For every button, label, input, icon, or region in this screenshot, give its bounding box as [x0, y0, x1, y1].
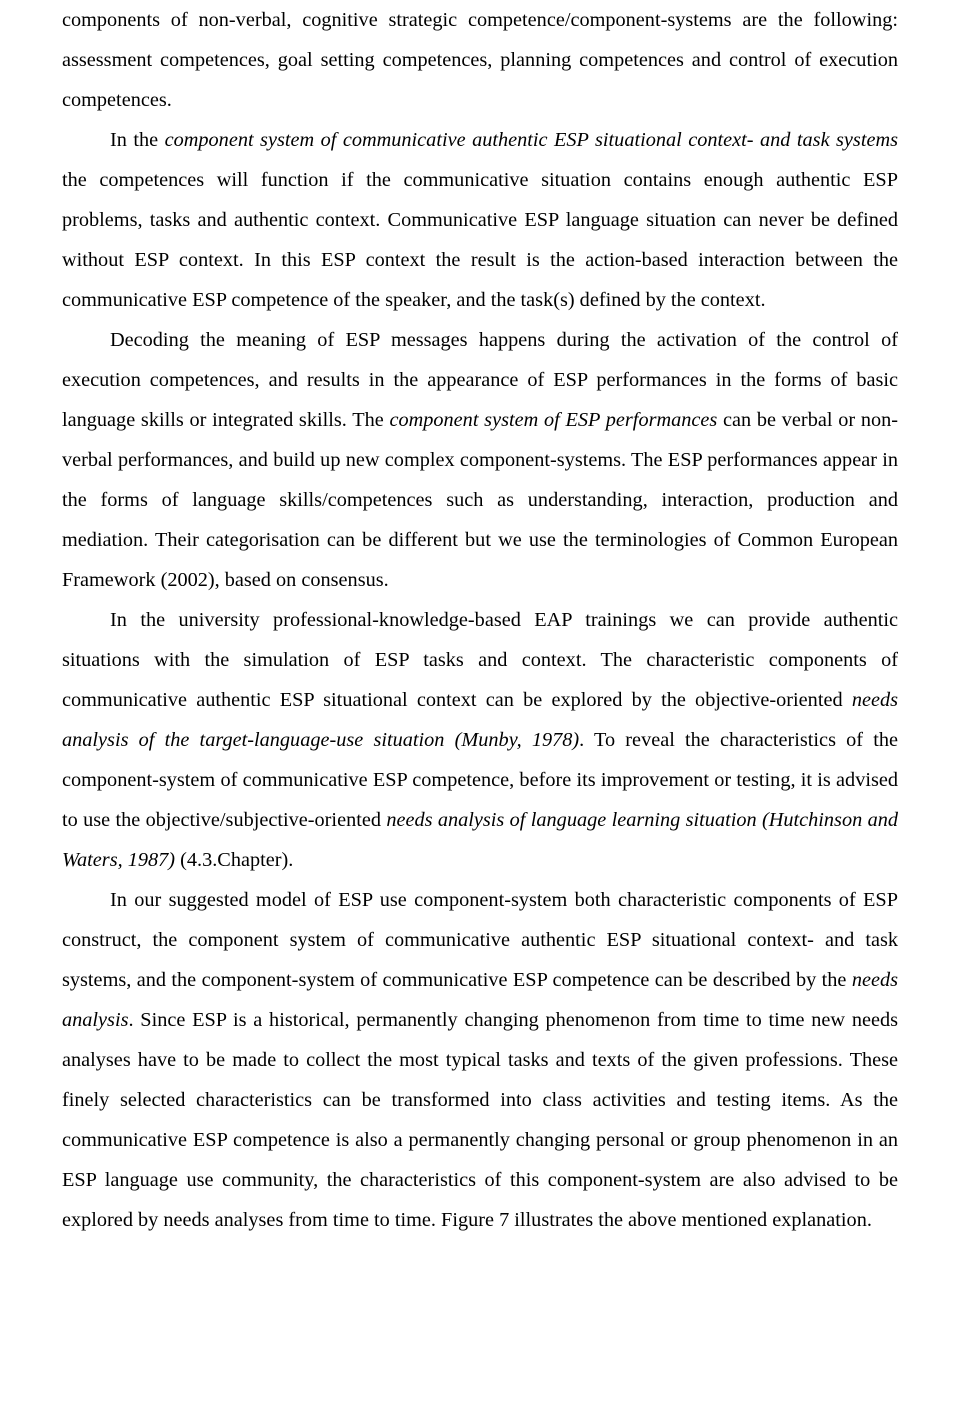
text-run: (4.3.Chapter). [175, 849, 293, 871]
italic-run: component system of ESP performances [389, 409, 717, 431]
text-run: the competences will function if the com… [62, 169, 898, 311]
paragraph: Decoding the meaning of ESP messages hap… [62, 320, 898, 600]
text-run: . Since ESP is a historical, permanently… [62, 1009, 898, 1231]
italic-run: component system of communicative authen… [165, 129, 898, 151]
document-page: components of non-verbal, cognitive stra… [0, 0, 960, 1416]
paragraph: In the university professional-knowledge… [62, 600, 898, 880]
text-run: In our suggested model of ESP use compon… [62, 889, 898, 991]
text-run: can be verbal or non-verbal performances… [62, 409, 898, 591]
text-run: In the university professional-knowledge… [62, 609, 898, 711]
paragraph: In the component system of communicative… [62, 120, 898, 320]
paragraph: components of non-verbal, cognitive stra… [62, 0, 898, 120]
paragraph: In our suggested model of ESP use compon… [62, 880, 898, 1240]
text-run: components of non-verbal, cognitive stra… [62, 9, 898, 111]
text-run: In the [110, 129, 165, 151]
